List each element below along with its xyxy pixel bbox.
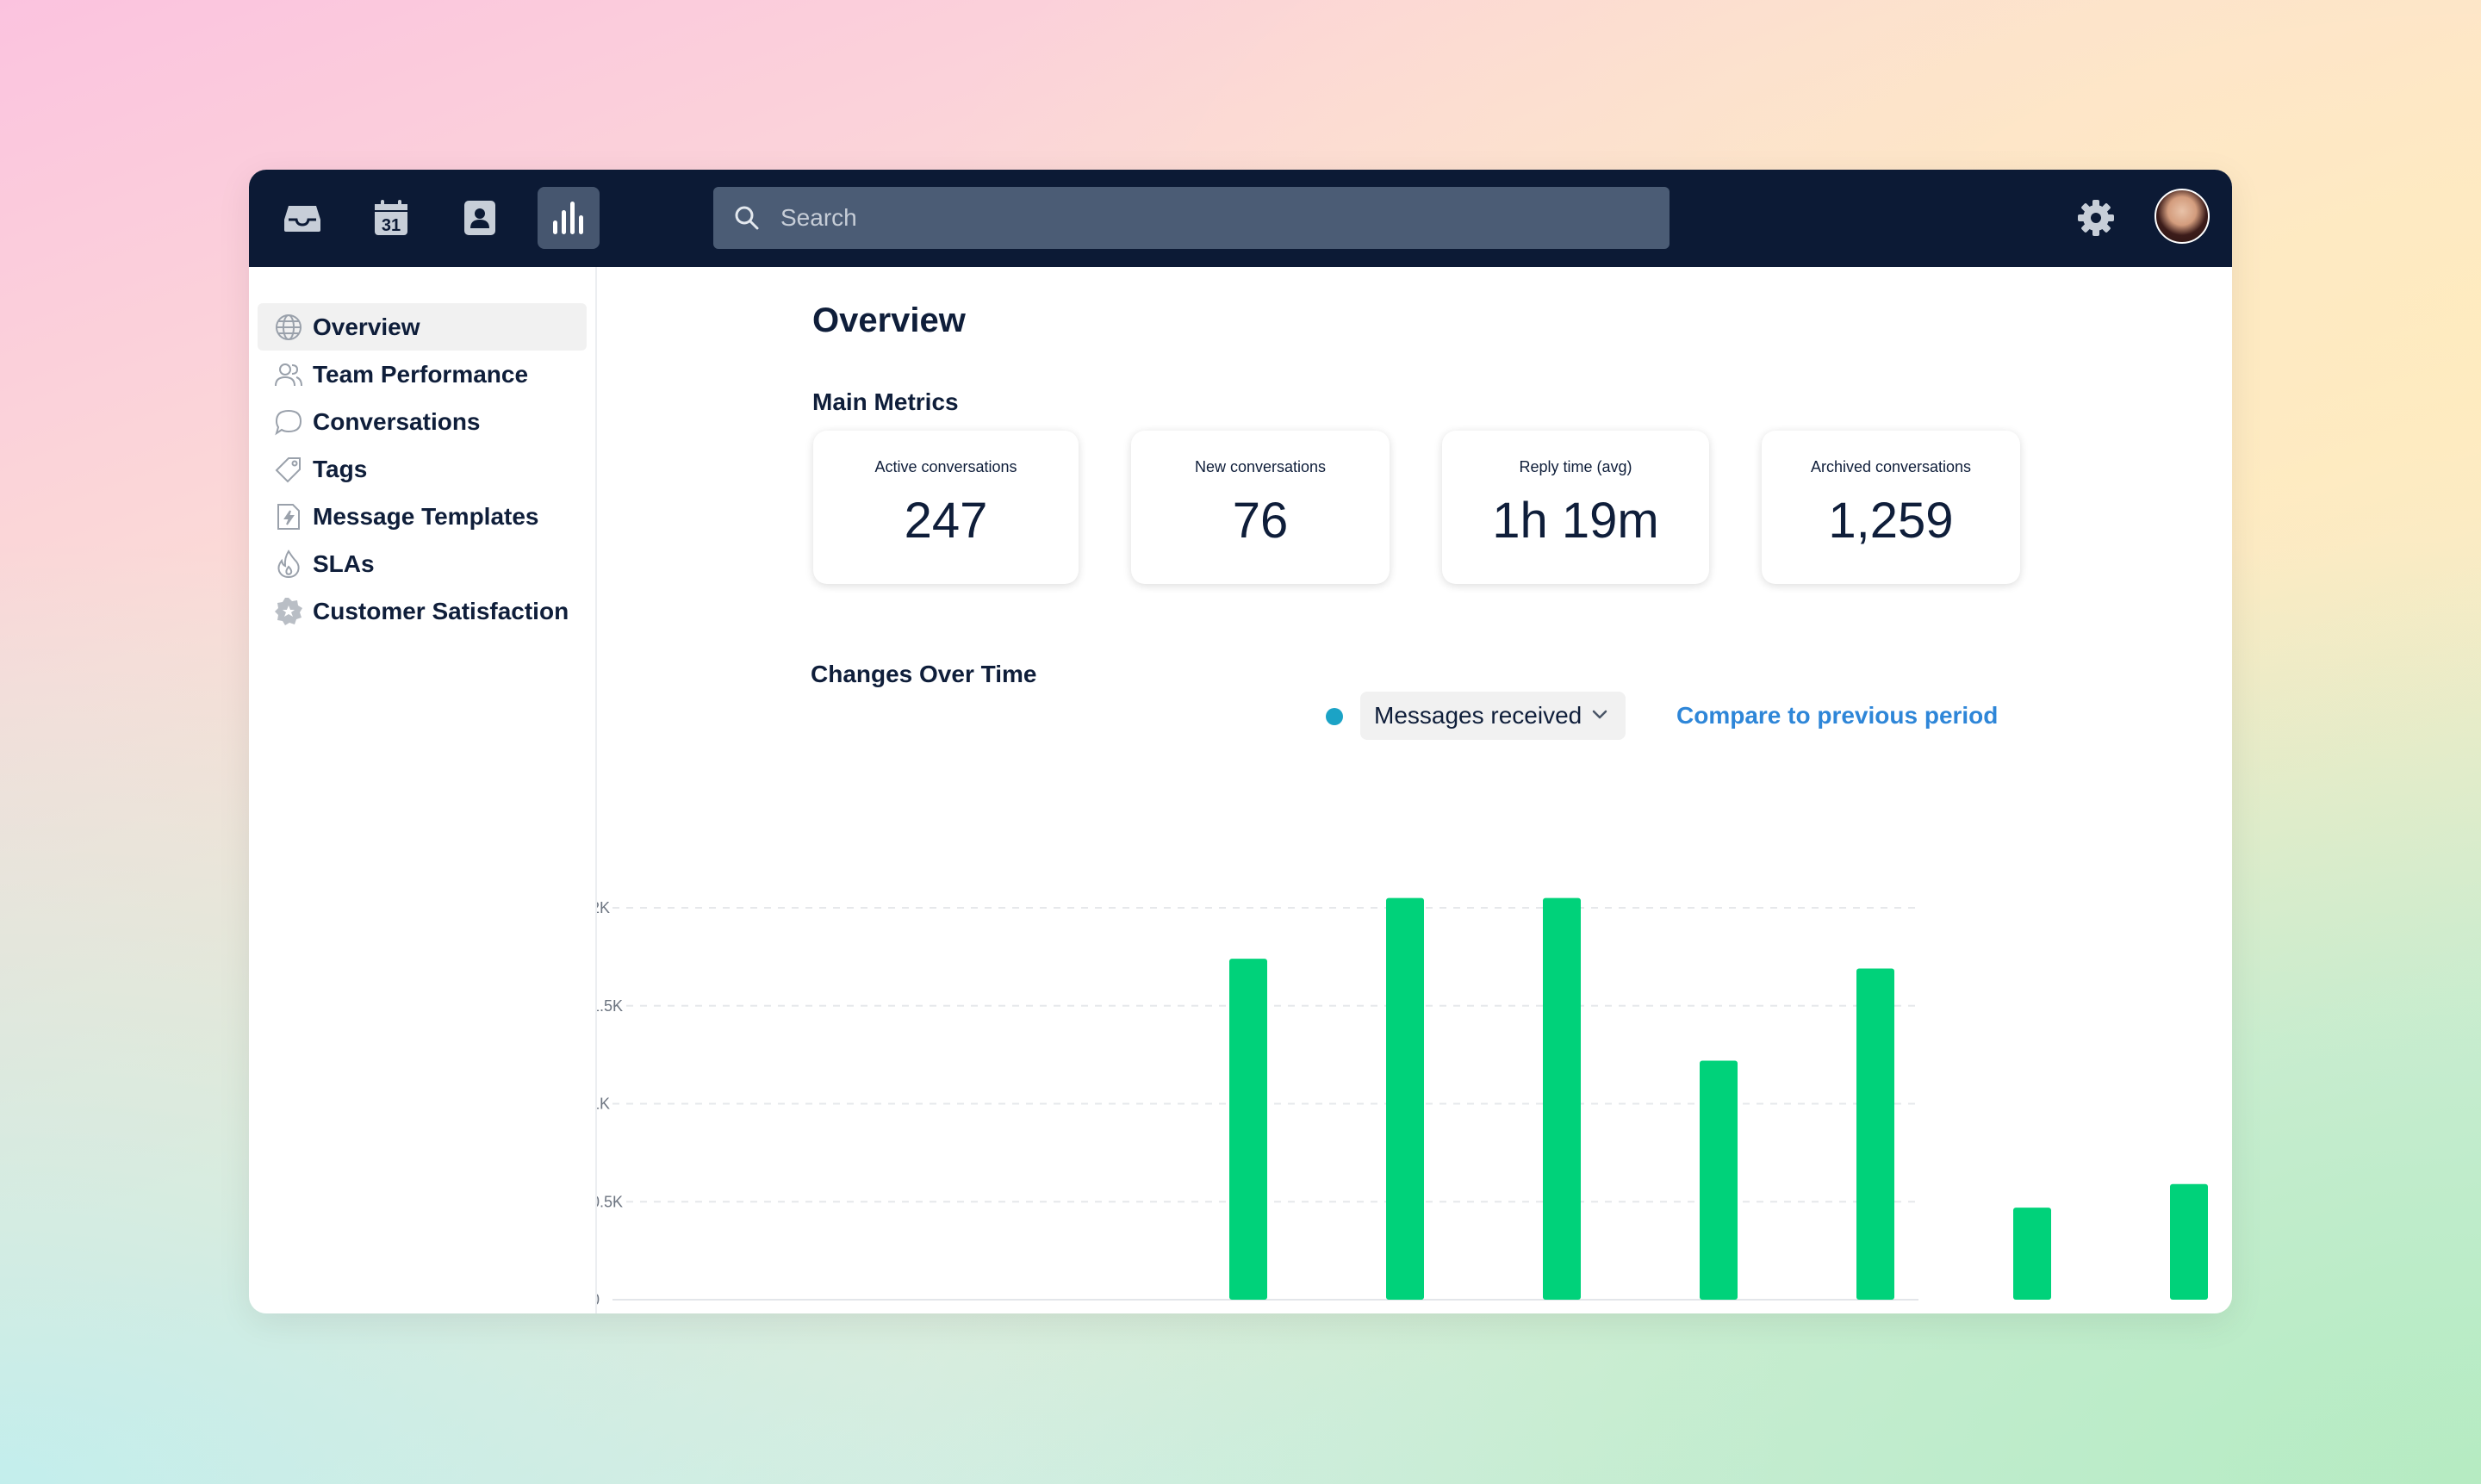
nav-analytics-button[interactable] [538,187,600,249]
search-bar[interactable] [713,187,1670,249]
search-input[interactable] [780,204,1556,232]
metric-card-active-conversations: Active conversations 247 [813,431,1079,584]
metric-card-archived-conversations: Archived conversations 1,259 [1762,431,2020,584]
sidebar-item-customer-satisfaction[interactable]: Customer Satisfaction [258,587,587,635]
sidebar-item-label: Message Templates [313,502,539,530]
chevron-down-icon [1592,710,1607,719]
metric-label: New conversations [1194,458,1327,475]
sidebar-item-label: Team Performance [313,360,529,388]
metric-value: 76 [1232,493,1289,549]
bar [1700,1060,1738,1300]
main-metrics-heading: Main Metrics [812,388,959,415]
metric-label: Archived conversations [1810,458,1972,475]
top-navigation-bar: 31 [249,170,2232,267]
chat-bubble-icon [273,407,304,438]
y-tick-label: 0 [597,1291,600,1308]
sidebar-item-team-performance[interactable]: Team Performance [258,351,587,398]
user-avatar[interactable] [2155,189,2210,244]
y-tick-label: 0.5K [597,1193,623,1210]
metric-card-reply-time: Reply time (avg) 1h 19m [1442,431,1709,584]
bar [1229,959,1267,1300]
sidebar-item-overview[interactable]: Overview [258,303,587,351]
globe-icon [273,312,304,343]
metric-label: Active conversations [874,458,1017,475]
metric-card-new-conversations: New conversations 76 [1131,431,1390,584]
main-content: Overview Main Metrics Active conversatio… [597,267,2232,1313]
search-icon [734,203,763,233]
messages-bar-chart: 00.5K1K1.5K2KNumber of conversationsM, D… [597,897,2208,1308]
nav-calendar-button[interactable]: 31 [360,187,422,249]
metric-value: 247 [904,493,988,549]
metric-value: 1h 19m [1492,493,1659,549]
sidebar-item-conversations[interactable]: Conversations [258,398,587,445]
star-badge-icon [273,596,304,627]
compare-previous-period-link[interactable]: Compare to previous period [1676,702,1999,729]
nav-contacts-button[interactable] [449,187,511,249]
page-title: Overview [812,301,966,339]
y-tick-label: 1K [597,1096,610,1113]
tag-icon [273,454,304,485]
sidebar-item-label: SLAs [313,550,375,577]
sidebar-item-message-templates[interactable]: Message Templates [258,493,587,540]
bar [1856,968,1894,1300]
sidebar-item-tags[interactable]: Tags [258,445,587,493]
sidebar-item-label: Overview [313,313,420,340]
template-bolt-icon [273,501,304,532]
series-select-value: Messages received [1374,702,1582,729]
calendar-day-label: 31 [382,216,401,235]
changes-over-time-heading: Changes Over Time [811,661,1037,687]
sidebar-item-label: Conversations [313,407,481,435]
bar [2170,1183,2208,1300]
sidebar-item-label: Customer Satisfaction [313,597,569,624]
nav-inbox-button[interactable] [271,187,333,249]
bar [1386,897,1424,1300]
calendar-icon: 31 [375,200,407,235]
bar [1543,897,1581,1300]
inbox-icon [284,206,320,232]
series-select-dropdown[interactable]: Messages received [1360,692,1626,740]
app-window: 31 [249,170,2232,1313]
sidebar: Overview Team Performance Conversations [249,267,597,1313]
sidebar-item-label: Tags [313,455,368,482]
metric-value: 1,259 [1828,493,1954,549]
flame-icon [273,549,304,580]
bar [2013,1208,2051,1300]
sidebar-item-slas[interactable]: SLAs [258,540,587,587]
users-icon [273,359,304,390]
bar-chart-icon [553,202,583,234]
contact-card-icon [464,201,495,235]
metric-label: Reply time (avg) [1519,458,1632,475]
y-tick-label: 2K [597,899,610,916]
settings-gear-icon[interactable] [2075,197,2117,239]
y-tick-label: 1.5K [597,997,623,1015]
series-color-dot [1326,708,1343,725]
